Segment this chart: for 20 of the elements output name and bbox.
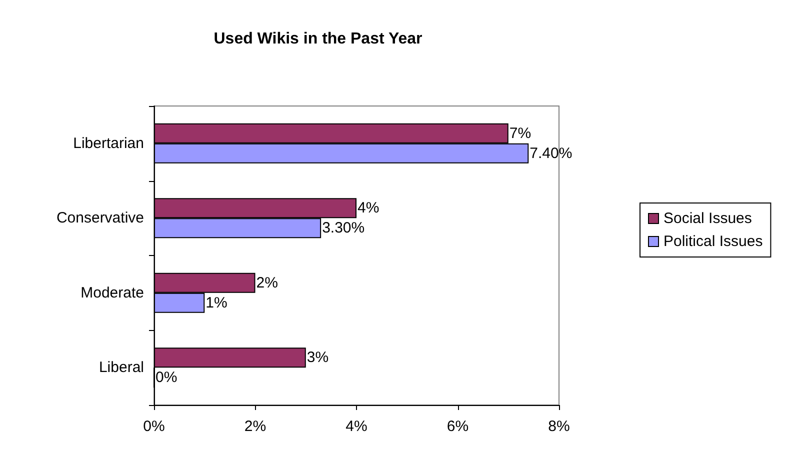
y-tick-label: Liberal [98,359,144,376]
data-label: 0% [156,369,178,386]
legend-label: Political Issues [664,233,763,250]
x-tick-label: 6% [446,418,469,435]
x-tick-label: 8% [548,418,570,435]
x-tick-label: 0% [143,418,165,435]
x-tick-label: 2% [244,418,266,435]
y-tick-label: Moderate [80,284,144,302]
y-tick-label: Conservative [56,210,144,227]
legend-label: Social Issues [664,210,752,227]
data-label: 7% [509,124,532,142]
data-label: 4% [358,200,380,217]
x-tick-label: 4% [346,418,368,435]
chart-title: Used Wikis in the Past Year [214,30,422,48]
data-label: 3% [306,349,329,366]
y-tick-label: Libertarian [73,134,144,152]
data-label: 7.40% [530,144,572,162]
data-label: 1% [206,294,228,312]
data-label: 2% [256,274,278,292]
data-label: 3.30% [322,220,365,237]
